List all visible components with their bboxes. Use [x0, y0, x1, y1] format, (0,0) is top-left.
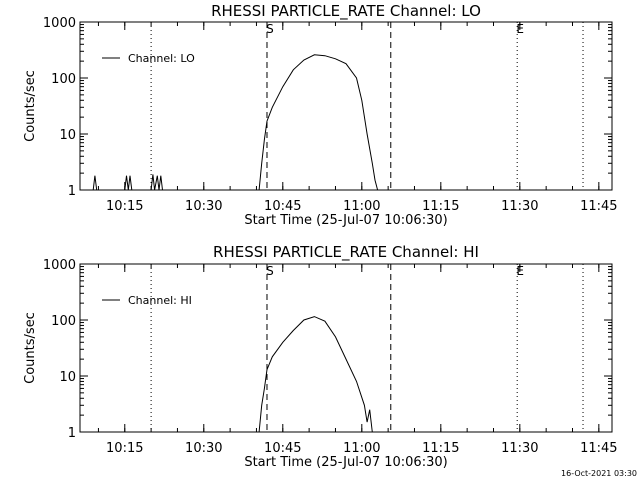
marker-label: E — [516, 264, 524, 278]
x-tick-label: 11:45 — [580, 199, 617, 214]
footer-timestamp: 16-Oct-2021 03:30 — [561, 469, 637, 478]
x-tick-label: 11:00 — [343, 199, 380, 214]
x-tick-label: 11:15 — [422, 441, 459, 456]
x-tick-label: 10:45 — [264, 441, 301, 456]
x-tick-label: 11:45 — [580, 441, 617, 456]
x-tick-label: 11:30 — [501, 199, 538, 214]
panel-hi: RHESSI PARTICLE_RATE Channel: HI 10:15 10:… — [23, 243, 618, 470]
chart-title: RHESSI PARTICLE_RATE Channel: HI — [213, 243, 479, 262]
x-tick-label: 10:30 — [185, 441, 222, 456]
y-tick-label: 1000 — [43, 258, 76, 273]
y-tick-label: 100 — [51, 314, 76, 329]
x-tick-label: 10:30 — [185, 199, 222, 214]
y-axis-label: Counts/sec — [23, 70, 38, 142]
series-line — [258, 316, 373, 433]
x-axis-label: Start Time (25-Jul-07 10:06:30) — [244, 213, 447, 228]
y-tick-label: 1000 — [43, 16, 76, 31]
plot-frame — [79, 21, 613, 191]
marker-label: S — [266, 264, 274, 278]
x-tick-label: 11:30 — [501, 441, 538, 456]
y-tick-label: 1 — [68, 184, 76, 199]
x-axis-label: Start Time (25-Jul-07 10:06:30) — [244, 455, 447, 470]
y-tick-label: 10 — [59, 370, 76, 385]
x-tick-label: 11:00 — [343, 441, 380, 456]
y-tick-label: 100 — [51, 72, 76, 87]
marker-label: S — [266, 22, 274, 36]
y-tick-label: 10 — [59, 128, 76, 143]
x-tick-label: 10:15 — [106, 199, 143, 214]
legend-label: Channel: HI — [128, 294, 192, 307]
x-tick-label: 10:15 — [106, 441, 143, 456]
x-tick-label: 10:45 — [264, 199, 301, 214]
plot-frame — [79, 263, 613, 433]
legend-label: Channel: LO — [128, 52, 195, 65]
x-tick-label: 11:15 — [422, 199, 459, 214]
panel-lo: RHESSI PARTICLE_RATE Channel: LO 10:15 10:… — [23, 2, 618, 228]
y-axis-label: Counts/sec — [23, 312, 38, 384]
marker-label: E — [516, 22, 524, 36]
y-tick-label: 1 — [68, 426, 76, 441]
chart-title: RHESSI PARTICLE_RATE Channel: LO — [211, 2, 481, 21]
series-line — [92, 54, 379, 191]
